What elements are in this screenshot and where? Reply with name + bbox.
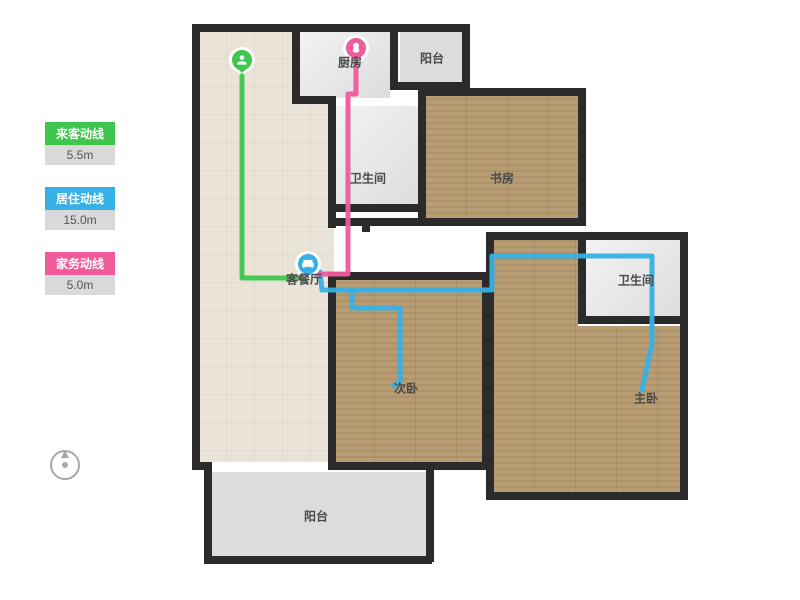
room-bed1-ext	[494, 240, 578, 326]
wall	[390, 24, 398, 90]
wall	[328, 204, 420, 212]
room-balc-s	[210, 472, 426, 556]
legend-living-value: 15.0m	[45, 210, 115, 230]
compass-icon	[50, 450, 80, 480]
room-wc1	[334, 106, 418, 206]
wall	[680, 232, 688, 498]
room-kitchen	[300, 30, 390, 98]
floorplan: 客餐厅厨房阳台卫生间书房次卧卫生间主卧阳台	[182, 18, 778, 578]
wall	[328, 272, 488, 280]
legend: 来客动线 5.5m 居住动线 15.0m 家务动线 5.0m	[45, 122, 115, 317]
legend-chore: 家务动线 5.0m	[45, 252, 115, 295]
legend-chore-title: 家务动线	[45, 252, 115, 275]
wall	[426, 462, 434, 562]
wall	[486, 318, 494, 498]
legend-living-title: 居住动线	[45, 187, 115, 210]
wall	[462, 24, 470, 88]
wall	[328, 272, 336, 468]
wall	[486, 232, 686, 240]
room-balc-n	[400, 30, 464, 84]
legend-chore-value: 5.0m	[45, 275, 115, 295]
legend-living: 居住动线 15.0m	[45, 187, 115, 230]
wall	[486, 232, 494, 324]
wall	[362, 218, 370, 232]
wall	[292, 24, 300, 102]
wall	[192, 24, 470, 32]
legend-guest-title: 来客动线	[45, 122, 115, 145]
room-bed1	[494, 326, 680, 494]
wall	[578, 232, 586, 324]
legend-guest: 来客动线 5.5m	[45, 122, 115, 165]
wall	[418, 88, 586, 96]
wall	[204, 556, 432, 564]
room-wc2	[586, 240, 680, 318]
room-bed2	[334, 280, 484, 464]
wall	[578, 316, 686, 324]
room-study	[426, 94, 580, 220]
wall	[578, 88, 586, 224]
legend-guest-value: 5.5m	[45, 145, 115, 165]
wall	[204, 462, 212, 562]
wall	[328, 462, 490, 470]
wall	[192, 24, 200, 468]
wall	[486, 492, 688, 500]
